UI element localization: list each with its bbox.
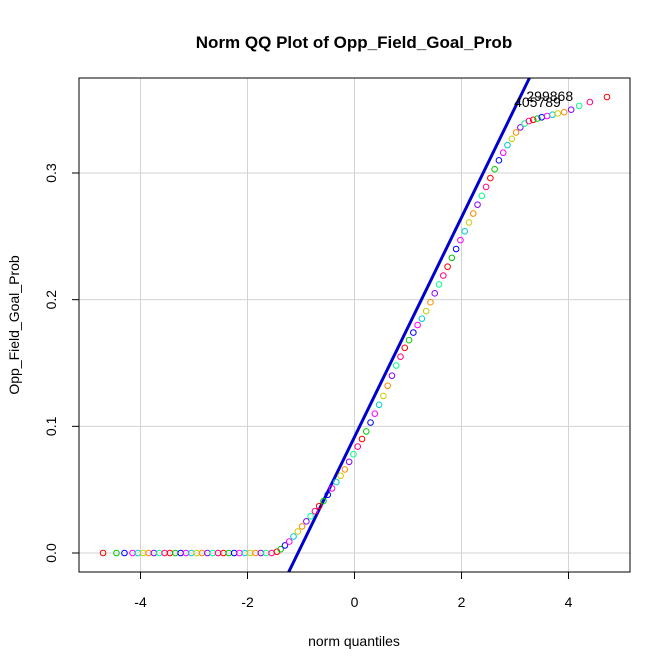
data-point — [315, 502, 323, 510]
data-point — [285, 538, 293, 545]
data-point — [603, 93, 611, 101]
data-point — [529, 116, 537, 124]
x-tick-label: 2 — [458, 594, 466, 610]
data-point — [575, 102, 583, 110]
x-tick-label: 4 — [565, 594, 573, 610]
data-point — [534, 115, 541, 122]
data-point — [290, 533, 297, 540]
data-point — [465, 219, 473, 226]
y-tick-label: 0.2 — [43, 290, 59, 310]
data-point — [99, 549, 107, 557]
reference-line-layer — [287, 77, 531, 573]
data-point — [405, 336, 413, 344]
x-tick-label: 0 — [351, 594, 359, 610]
data-point — [298, 523, 306, 530]
data-point — [440, 272, 447, 279]
points-layer — [99, 93, 611, 557]
data-point — [371, 410, 379, 417]
data-point — [397, 353, 404, 360]
data-point — [457, 236, 464, 244]
data-point — [431, 290, 439, 297]
data-point — [525, 117, 533, 125]
x-axis-label: norm quantiles — [308, 633, 400, 649]
data-point — [375, 401, 383, 409]
y-tick-label: 0.3 — [43, 163, 59, 183]
data-point — [345, 458, 353, 466]
data-point — [508, 135, 516, 143]
y-tick-label: 0.1 — [43, 416, 59, 436]
data-point — [418, 315, 426, 322]
data-point — [350, 450, 357, 458]
x-tick-label: -2 — [241, 594, 254, 610]
data-point — [294, 528, 302, 535]
x-tick-label: -4 — [134, 594, 147, 610]
chart-title: Norm QQ Plot of Opp_Field_Goal_Prob — [196, 33, 512, 52]
data-point — [410, 329, 417, 336]
point-annotation: 405789 — [514, 94, 561, 110]
data-point — [324, 491, 332, 499]
grid — [79, 78, 630, 572]
data-point — [384, 382, 391, 390]
data-point — [517, 124, 524, 131]
y-axis-label: Opp_Field_Goal_Prob — [6, 255, 22, 395]
data-point — [499, 149, 507, 157]
data-point — [328, 485, 336, 492]
data-point — [281, 542, 289, 549]
data-point — [495, 157, 503, 164]
y-axis: 0.0 0.1 0.2 0.3 — [43, 163, 80, 563]
data-point — [567, 106, 575, 113]
data-point — [358, 435, 366, 443]
data-point — [311, 507, 319, 515]
data-point — [401, 344, 409, 352]
data-point — [422, 307, 430, 315]
data-point — [512, 129, 520, 136]
data-point — [427, 298, 434, 306]
data-point — [504, 141, 511, 149]
data-point — [543, 112, 551, 120]
data-point — [307, 512, 314, 520]
data-point — [482, 183, 490, 191]
data-point — [320, 497, 327, 505]
data-point — [487, 174, 494, 182]
data-point — [469, 210, 477, 217]
data-point — [341, 466, 349, 473]
data-point — [448, 254, 456, 262]
data-point — [444, 263, 451, 271]
data-point — [586, 98, 594, 106]
data-point — [337, 472, 344, 480]
data-point — [303, 518, 310, 525]
point-annotation: 299868 — [526, 88, 573, 104]
data-point — [354, 443, 362, 450]
data-point — [277, 545, 284, 553]
data-point — [478, 192, 486, 200]
data-point — [452, 245, 460, 253]
data-point — [392, 362, 400, 369]
x-axis: -4 -2 0 2 4 — [134, 571, 573, 610]
data-point — [362, 428, 370, 435]
data-point — [113, 549, 120, 557]
data-point — [414, 321, 421, 329]
data-point — [474, 201, 481, 208]
data-point — [380, 392, 387, 400]
data-point — [121, 549, 128, 557]
data-point — [549, 111, 556, 119]
data-point — [333, 478, 340, 486]
data-point — [435, 281, 443, 288]
data-point — [554, 110, 562, 117]
y-tick-label: 0.0 — [43, 543, 59, 563]
data-point — [388, 372, 396, 379]
data-point — [367, 419, 374, 426]
data-point — [461, 227, 469, 235]
data-point — [560, 108, 568, 116]
qq-reference-line — [287, 77, 531, 573]
data-point — [491, 165, 498, 173]
